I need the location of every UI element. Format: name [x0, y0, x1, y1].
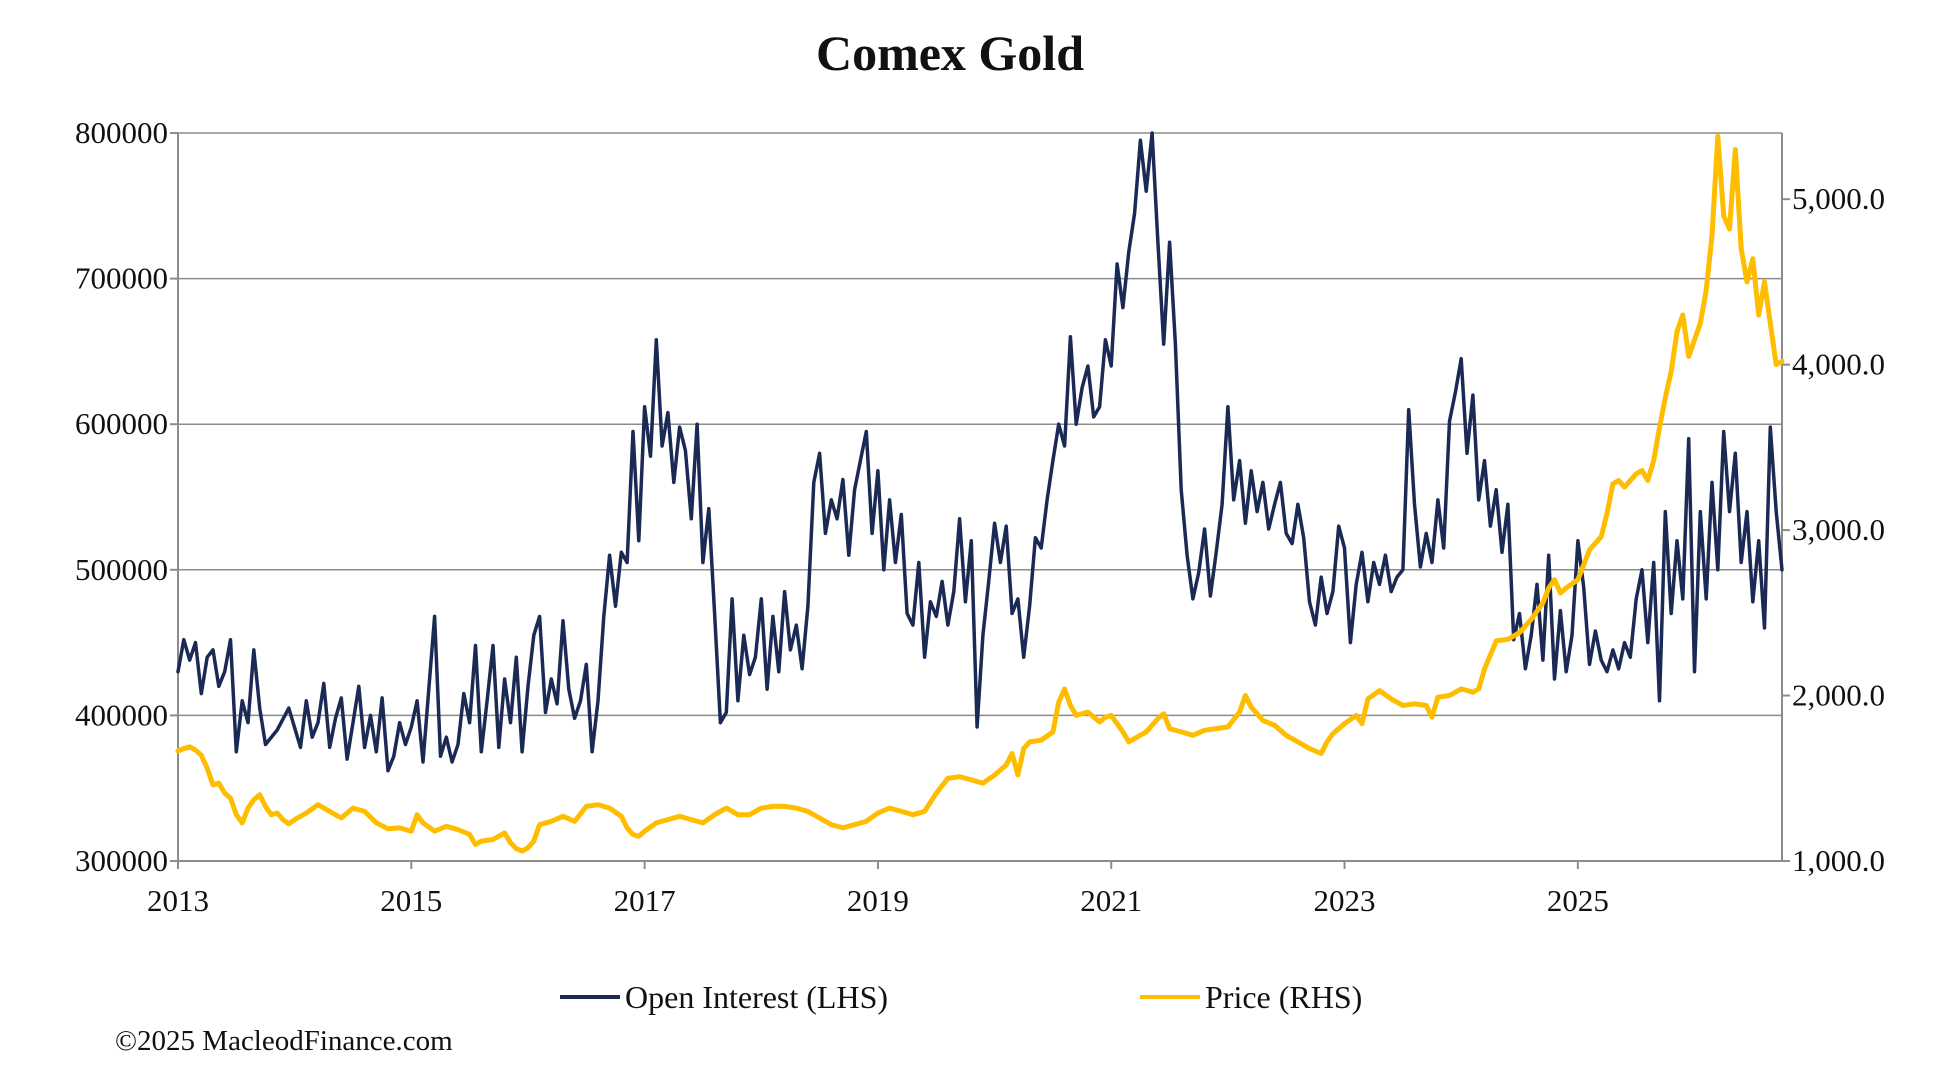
left-tick-label: 300000 — [75, 843, 168, 878]
left-tick-label: 700000 — [75, 261, 168, 296]
chart-title: Comex Gold — [816, 25, 1084, 81]
series-lines — [175, 131, 1785, 854]
right-tick-label: 3,000.0 — [1792, 512, 1885, 547]
copyright-credit: ©2025 MacleodFinance.com — [115, 1025, 453, 1057]
left-tick-label: 800000 — [75, 115, 168, 150]
x-tick-label: 2025 — [1547, 883, 1609, 918]
legend-label-price: Price (RHS) — [1205, 979, 1362, 1015]
price-line — [175, 133, 1785, 854]
x-tick-label: 2017 — [614, 883, 676, 918]
legend-label-open-interest: Open Interest (LHS) — [625, 979, 888, 1015]
left-tick-label: 600000 — [75, 406, 168, 441]
gridlines — [178, 132, 1782, 862]
right-tick-label: 1,000.0 — [1792, 843, 1885, 878]
right-tick-label: 5,000.0 — [1792, 181, 1885, 216]
x-tick-label: 2021 — [1080, 883, 1142, 918]
left-tick-label: 500000 — [75, 552, 168, 587]
x-tick-label: 2023 — [1314, 883, 1376, 918]
tick-labels: 300000 400000 500000 600000 700000 800000 1,00… — [75, 115, 1885, 918]
axes — [170, 132, 1790, 869]
x-tick-label: 2013 — [147, 883, 209, 918]
right-tick-label: 4,000.0 — [1792, 347, 1885, 382]
right-tick-label: 2,000.0 — [1792, 678, 1885, 713]
legend: Open Interest (LHS) Price (RHS) — [560, 979, 1362, 1015]
open-interest-line — [176, 131, 1784, 773]
left-tick-label: 400000 — [75, 697, 168, 732]
x-tick-label: 2015 — [380, 883, 442, 918]
x-tick-label: 2019 — [847, 883, 909, 918]
